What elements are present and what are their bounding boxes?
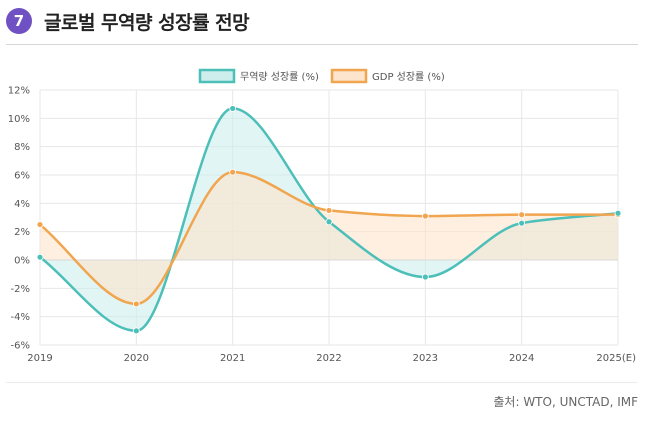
gdp-growth-point	[132, 300, 140, 308]
y-tick-label: 12%	[8, 86, 30, 97]
trade-growth-point	[614, 209, 622, 217]
x-tick-label: 2021	[220, 353, 245, 364]
page-title: 글로벌 무역량 성장률 전망	[44, 11, 250, 34]
y-tick-label: 4%	[14, 199, 30, 210]
trade-growth-point	[421, 273, 429, 281]
x-tick-label: 2023	[413, 353, 438, 364]
y-tick-label: 10%	[8, 114, 30, 125]
y-tick-label: -4%	[11, 312, 30, 323]
x-tick-label: 2024	[509, 353, 534, 364]
y-tick-label: 6%	[14, 171, 30, 182]
footer-divider	[6, 382, 638, 383]
x-tick-label: 2022	[316, 353, 341, 364]
gdp-growth-point	[36, 221, 44, 228]
x-tick-label: 2025(E)	[596, 353, 636, 364]
trade-growth-legend-label: 무역량 성장률 (%)	[240, 71, 319, 83]
x-tick-label: 2020	[124, 353, 149, 364]
chart-container: -6% -4% -2% 0% 2% 4% 6% 8% 10% 12% 2019 2020 2021 202…	[0, 56, 658, 372]
x-tick-label: 2019	[27, 353, 52, 364]
gdp-growth-point	[229, 168, 237, 176]
line-chart: -6% -4% -2% 0% 2% 4% 6% 8% 10% 12% 2019 2020 2021 202…	[8, 68, 636, 364]
y-tick-label: 2%	[14, 227, 30, 238]
gdp-growth-area	[40, 172, 618, 304]
trade-growth-legend-swatch	[198, 68, 236, 84]
source-note: 출처: WTO, UNCTAD, IMF	[493, 395, 638, 409]
y-tick-label: -6%	[11, 341, 30, 352]
trade-growth-area	[40, 108, 618, 331]
trade-growth-point	[325, 218, 333, 226]
trade-growth-point	[36, 253, 44, 261]
trade-growth-point	[132, 327, 140, 335]
gdp-growth-point	[421, 212, 429, 220]
header-divider	[6, 44, 638, 45]
gdp-growth-point	[325, 207, 333, 214]
gdp-growth-legend-swatch	[330, 68, 368, 84]
y-tick-label: 8%	[14, 142, 30, 153]
section-number-badge: 7	[6, 8, 32, 34]
header: 7 글로벌 무역량 성장률 전망	[6, 8, 250, 34]
y-tick-label: -2%	[11, 284, 30, 295]
trade-growth-point	[518, 219, 526, 227]
gdp-growth-legend-label: GDP 성장률 (%)	[372, 71, 445, 83]
trade-growth-point	[229, 105, 237, 112]
y-tick-label: 0%	[14, 256, 30, 267]
gdp-growth-point	[518, 211, 526, 219]
